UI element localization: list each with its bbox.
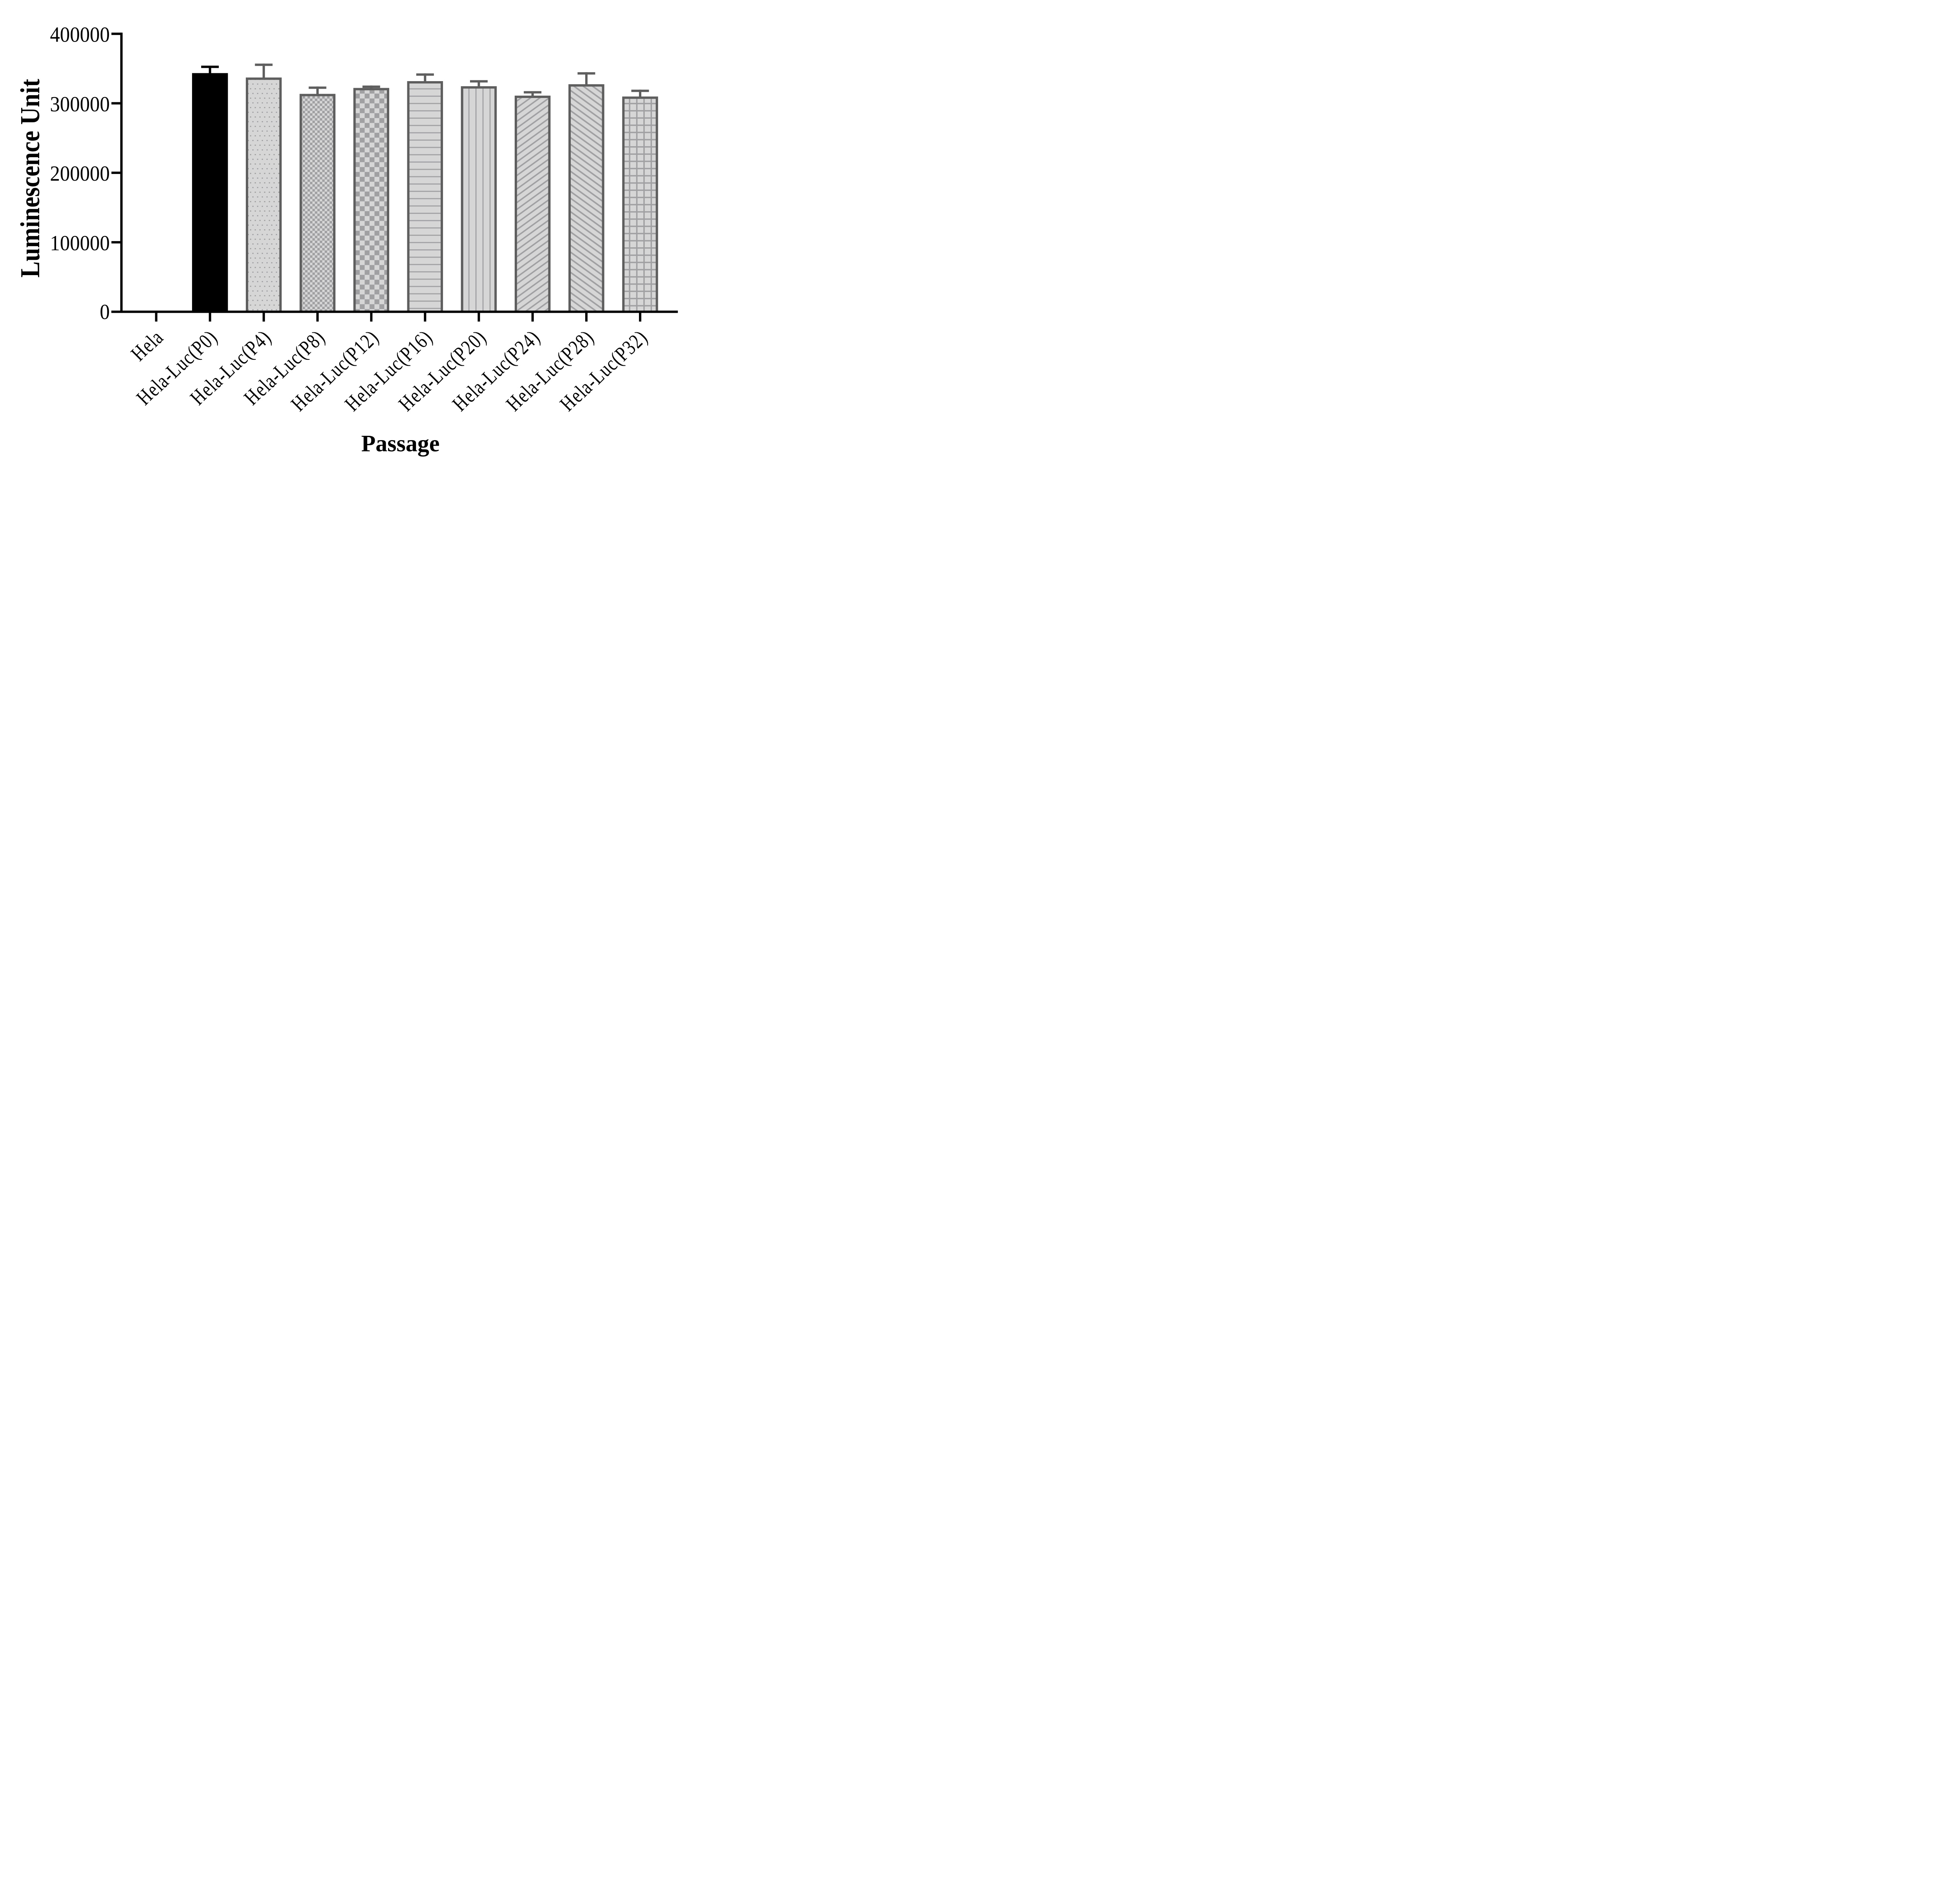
svg-text:Passage: Passage	[361, 430, 440, 456]
svg-text:Luminescence Unit: Luminescence Unit	[15, 79, 45, 277]
svg-text:300000: 300000	[50, 92, 110, 116]
svg-text:200000: 200000	[50, 162, 110, 186]
svg-text:100000: 100000	[50, 232, 110, 256]
svg-text:0: 0	[100, 300, 110, 324]
svg-text:400000: 400000	[50, 23, 110, 47]
